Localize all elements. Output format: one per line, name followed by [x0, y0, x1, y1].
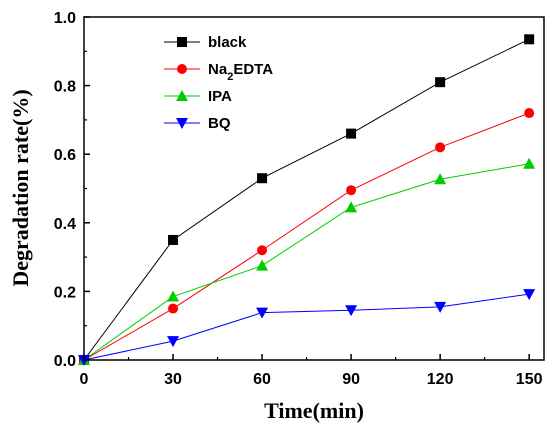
legend-marker — [177, 37, 187, 47]
y-tick-label: 0.2 — [54, 284, 76, 301]
series-line — [83, 112, 530, 361]
plot-frame — [83, 16, 545, 361]
legend-marker — [176, 90, 188, 101]
data-point — [435, 142, 446, 153]
y-tick-label: 1.0 — [54, 10, 76, 27]
data-point — [167, 336, 180, 348]
data-point — [257, 173, 268, 184]
data-point — [256, 307, 269, 319]
legend-marker — [176, 118, 188, 129]
legend-label: BQ — [208, 115, 231, 132]
y-tick-label: 0.8 — [54, 79, 76, 96]
data-point — [434, 301, 447, 313]
data-point — [346, 185, 357, 196]
x-tick-label: 60 — [253, 371, 271, 388]
data-point — [257, 245, 268, 256]
data-point — [523, 157, 536, 169]
data-point — [345, 305, 358, 317]
data-point — [434, 173, 447, 185]
series-ipa — [78, 157, 536, 365]
legend-label: Na2EDTA — [208, 61, 273, 83]
x-axis-title: Time(min) — [264, 398, 364, 423]
data-point — [167, 290, 180, 302]
legend-label: black — [208, 34, 247, 51]
x-tick-label: 30 — [164, 371, 182, 388]
legend-item: black — [164, 34, 247, 51]
legend-marker — [177, 64, 187, 74]
series-line — [83, 163, 530, 361]
legend-item: Na2EDTA — [164, 61, 273, 83]
series-line — [83, 293, 530, 361]
data-point — [435, 77, 446, 88]
data-point — [256, 259, 269, 271]
y-axis-title: Degradation rate(%) — [8, 89, 33, 286]
y-tick-label: 0.6 — [54, 147, 76, 164]
data-point — [523, 289, 536, 301]
x-tick-label: 120 — [427, 371, 454, 388]
legend-item: IPA — [164, 88, 232, 105]
data-point — [524, 34, 535, 45]
x-tick-label: 0 — [80, 371, 89, 388]
legend-item: BQ — [164, 115, 231, 132]
x-tick-label: 150 — [516, 371, 543, 388]
y-tick-label: 0.0 — [54, 353, 76, 370]
x-tick-label: 90 — [342, 371, 360, 388]
legend-label: IPA — [208, 88, 232, 105]
data-point — [168, 303, 179, 314]
data-point — [168, 234, 179, 245]
data-point — [346, 128, 357, 139]
series-bq — [78, 289, 536, 366]
data-point — [524, 108, 535, 119]
y-tick-label: 0.4 — [54, 216, 76, 233]
data-point — [345, 201, 358, 213]
series-line — [83, 38, 530, 361]
